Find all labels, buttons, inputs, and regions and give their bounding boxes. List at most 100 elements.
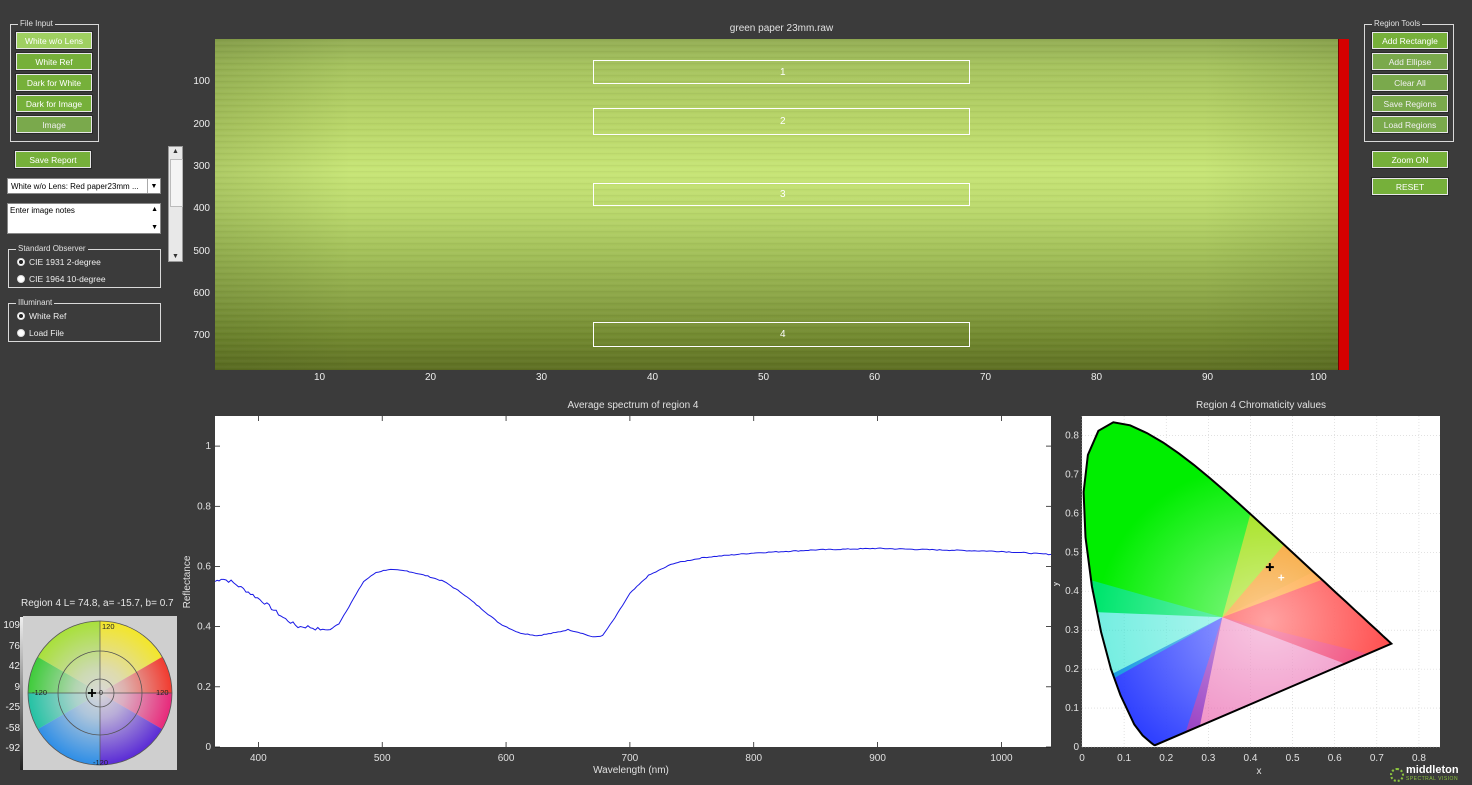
spectrum-chart[interactable]: 0 0.2 0.4 0.6 0.8 1 400 500 600 700 800 900 1000 Wa…: [178, 412, 1058, 780]
spectrum-x-tick-label: 400: [250, 753, 267, 764]
observer-option-label: CIE 1931 2-degree: [29, 257, 101, 267]
add-rectangle-button[interactable]: Add Rectangle: [1371, 31, 1449, 50]
region-box-4[interactable]: [593, 322, 970, 347]
chromaticity-chart[interactable]: 0 0.1 0.2 0.3 0.4 0.5 0.6 0.7 0.8 0 0.1 0.2 0.3 0.4 0.…: [1054, 412, 1446, 780]
chromaticity-y-tick-label: 0.1: [1065, 703, 1079, 714]
save-regions-button[interactable]: Save Regions: [1371, 94, 1449, 113]
image-x-axis: 10 20 30 40 50 60 70 80 90 100: [215, 372, 1348, 386]
chromaticity-point-black-plus: [1265, 563, 1274, 572]
chromaticity-y-tick-label: 0.8: [1065, 430, 1079, 441]
chromaticity-y-tick-label: 0.3: [1065, 625, 1079, 636]
image-x-tick: 10: [314, 372, 326, 383]
l-scale-label: 76: [8, 641, 20, 652]
save-report-button[interactable]: Save Report: [14, 150, 92, 169]
dark-for-white-button[interactable]: Dark for White: [15, 73, 93, 92]
image-x-tick: 100: [1310, 372, 1327, 383]
image-x-tick: 40: [647, 372, 659, 383]
image-y-tick: 500: [193, 246, 210, 257]
white-ref-button[interactable]: White Ref: [15, 52, 93, 71]
image-y-tick: 200: [193, 119, 210, 130]
observer-option-10deg[interactable]: CIE 1964 10-degree: [17, 274, 106, 284]
wheel-label-top: 120: [102, 622, 115, 631]
observer-option-2deg[interactable]: CIE 1931 2-degree: [17, 257, 101, 267]
image-button[interactable]: Image: [15, 115, 93, 134]
chromaticity-x-tick-label: 0: [1079, 753, 1085, 764]
logo-tagline: SPECTRAL VISION: [1406, 776, 1459, 782]
image-y-tick: 600: [193, 288, 210, 299]
spectrum-x-tick-label: 500: [374, 753, 391, 764]
panel-scrollbar[interactable]: ▲ ▼: [168, 146, 183, 262]
dark-for-image-button[interactable]: Dark for Image: [15, 94, 93, 113]
region-box-3[interactable]: [593, 183, 970, 206]
standard-observer-legend: Standard Observer: [16, 244, 88, 254]
image-y-axis: 100 200 300 400 500 600 700: [180, 39, 212, 370]
image-notes-field[interactable]: Enter image notes ▲ ▼: [7, 203, 161, 234]
illuminant-option-load-file[interactable]: Load File: [17, 328, 64, 338]
spectrum-y-tick-label: 0.4: [197, 622, 211, 633]
file-select-dropdown[interactable]: White w/o Lens: Red paper23mm ... ▼: [7, 178, 161, 194]
chromaticity-x-tick-label: 0.5: [1286, 753, 1300, 764]
region-tools-group: Region Tools: [1364, 19, 1454, 142]
chromaticity-x-tick-label: 0.3: [1201, 753, 1215, 764]
middleton-logo: middleton SPECTRAL VISION: [1390, 764, 1459, 784]
standard-observer-group: Standard Observer: [8, 244, 161, 288]
spectrum-y-tick-label: 0.6: [197, 561, 211, 572]
l-scale-label: 42: [8, 661, 20, 672]
lab-lightness-strip: [20, 617, 23, 770]
region-box-2[interactable]: [593, 108, 970, 135]
load-regions-button[interactable]: Load Regions: [1371, 115, 1449, 134]
spectrum-x-tick-label: 1000: [990, 753, 1013, 764]
illuminant-option-label: Load File: [29, 328, 64, 338]
chromaticity-x-tick-label: 0.6: [1328, 753, 1342, 764]
file-input-group: File Input: [10, 19, 99, 142]
lab-l-scale: 109 76 42 9 -25 -58 -92: [0, 620, 20, 760]
scroll-up-icon[interactable]: ▲: [172, 148, 179, 155]
l-scale-label: 109: [3, 620, 20, 631]
observer-option-label: CIE 1964 10-degree: [29, 274, 106, 284]
image-x-tick: 60: [869, 372, 881, 383]
illuminant-legend: Illuminant: [16, 298, 55, 308]
chromaticity-y-tick-label: 0.6: [1065, 508, 1079, 519]
white-wo-lens-button[interactable]: White w/o Lens: [15, 31, 93, 50]
scroll-thumb[interactable]: [170, 159, 183, 207]
image-x-tick: 30: [536, 372, 548, 383]
l-scale-label: -25: [5, 702, 20, 713]
logo-text-block: middleton SPECTRAL VISION: [1406, 764, 1459, 784]
file-select-value: White w/o Lens: Red paper23mm ...: [11, 181, 139, 191]
region-label-1: 1: [780, 67, 786, 78]
l-scale-label: -58: [5, 723, 20, 734]
region-box-1[interactable]: [593, 60, 970, 84]
chromaticity-x-tick-label: 0.2: [1159, 753, 1173, 764]
notes-scroll-down-icon[interactable]: ▼: [151, 224, 158, 231]
image-x-tick: 70: [980, 372, 992, 383]
wheel-label-right: 120: [156, 688, 169, 697]
spectrum-x-tick-label: 700: [622, 753, 639, 764]
spectrum-y-tick-label: 0: [205, 742, 211, 753]
lab-marker-plus: [88, 689, 96, 697]
lab-color-wheel: 120 -120 -120 120 0: [23, 616, 177, 770]
scroll-down-icon[interactable]: ▼: [172, 253, 179, 260]
radio-selected-icon[interactable]: [17, 312, 25, 320]
spectrum-series-line: [214, 547, 1052, 638]
zoom-on-button[interactable]: Zoom ON: [1371, 150, 1449, 169]
spectrum-x-tick-label: 800: [745, 753, 762, 764]
add-ellipse-button[interactable]: Add Ellipse: [1371, 52, 1449, 71]
illuminant-option-white-ref[interactable]: White Ref: [17, 311, 66, 321]
chromaticity-y-tick-label: 0.2: [1065, 664, 1079, 675]
radio-selected-icon[interactable]: [17, 258, 25, 266]
clear-all-button[interactable]: Clear All: [1371, 73, 1449, 92]
chromaticity-y-label: y: [1054, 582, 1061, 587]
radio-icon[interactable]: [17, 275, 25, 283]
reset-button[interactable]: RESET: [1371, 177, 1449, 196]
chromaticity-x-tick-label: 0.1: [1117, 753, 1131, 764]
region-label-4: 4: [780, 329, 786, 340]
chromaticity-x-tick-label: 0.4: [1244, 753, 1258, 764]
hyperspectral-image[interactable]: [215, 39, 1338, 370]
radio-icon[interactable]: [17, 329, 25, 337]
image-y-tick: 300: [193, 161, 210, 172]
file-input-legend: File Input: [18, 19, 55, 29]
chevron-down-icon[interactable]: ▼: [147, 179, 160, 193]
notes-scroll-up-icon[interactable]: ▲: [151, 206, 158, 213]
image-x-tick: 80: [1091, 372, 1103, 383]
logo-name: middleton: [1406, 764, 1459, 776]
